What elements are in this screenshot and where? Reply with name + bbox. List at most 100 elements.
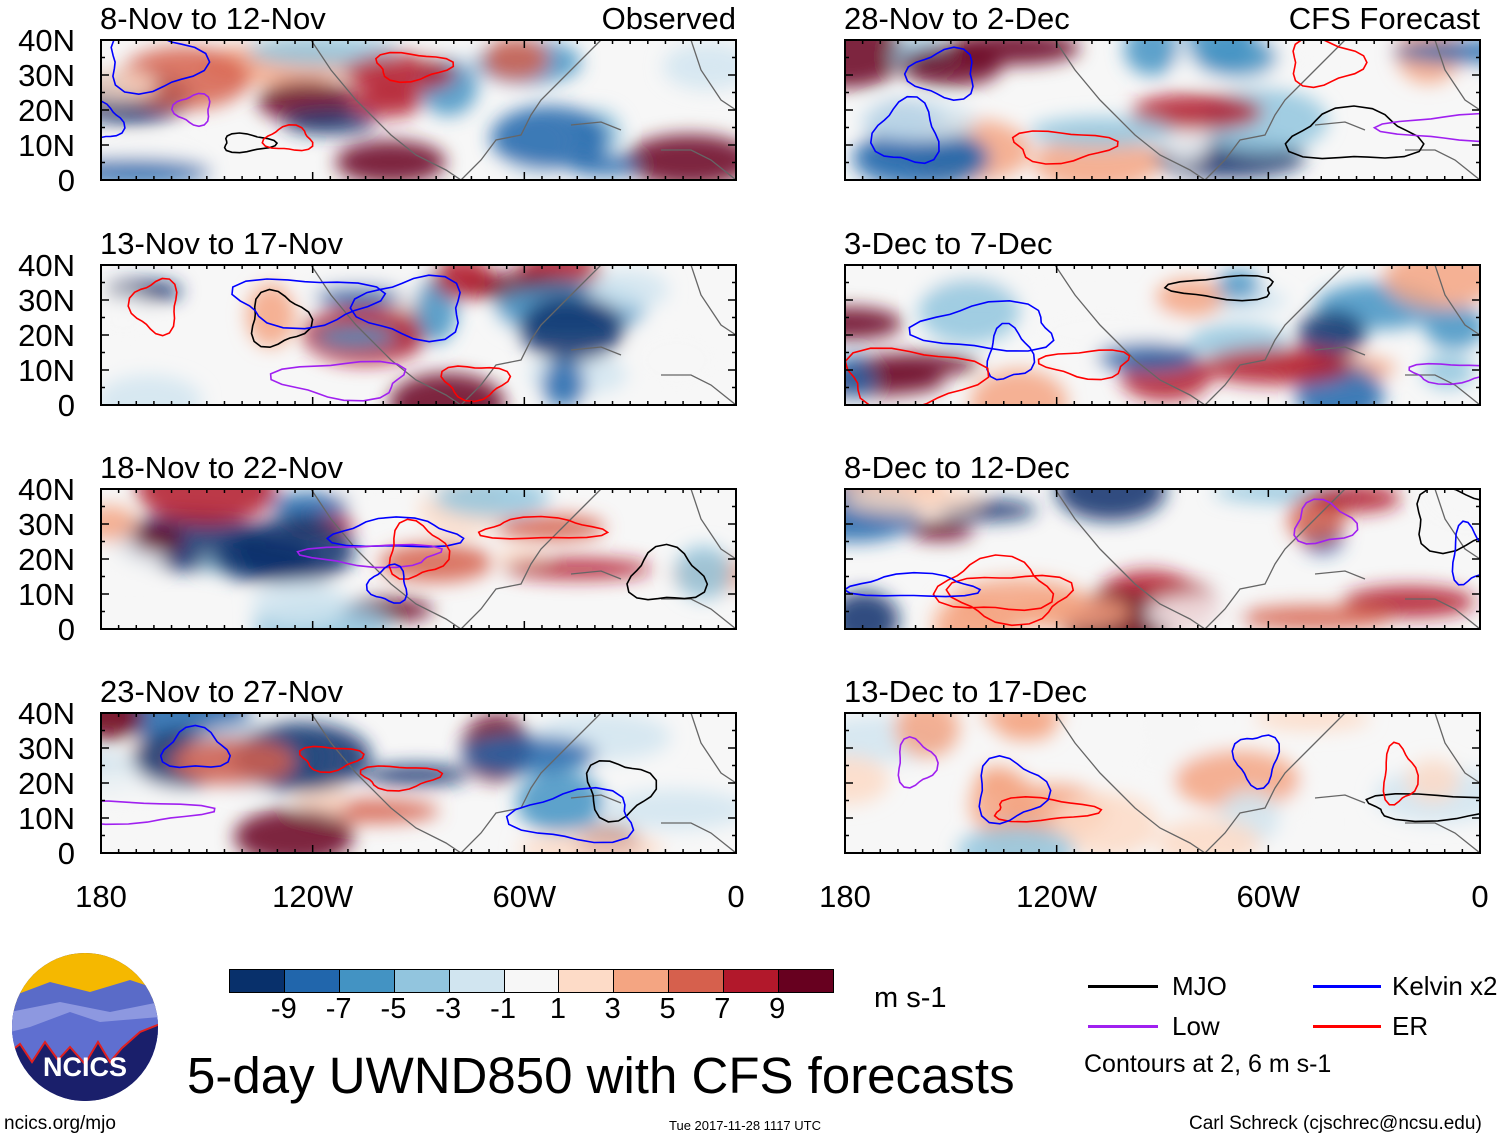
wind-anomaly-blob: [1186, 40, 1254, 75]
lat-label: 20N: [18, 542, 75, 577]
contour-line: [1416, 489, 1480, 555]
wind-anomaly-blob: [845, 307, 903, 340]
contour-line: [1011, 130, 1119, 165]
contour-line: [298, 745, 365, 774]
colorbar-swatch: [503, 970, 559, 992]
wind-anomaly-blob: [1028, 116, 1174, 148]
panel-title: 18-Nov to 22-Nov: [100, 450, 343, 485]
wind-anomaly-blob: [957, 825, 1076, 853]
contour-line: [269, 360, 407, 402]
wind-anomaly-blob: [389, 372, 506, 405]
colorbar-units: m s-1: [874, 982, 947, 1014]
wind-anomaly-blob: [1297, 310, 1367, 358]
map-panel: [100, 39, 737, 181]
footer-url[interactable]: ncics.org/mjo: [4, 1113, 116, 1134]
lat-label: 30N: [18, 507, 75, 542]
contour-line: [159, 724, 232, 769]
contour-note: Contours at 2, 6 m s-1: [1084, 1050, 1332, 1078]
map-panel: [100, 264, 737, 406]
contour-line: [1382, 741, 1420, 806]
contour-line: [897, 735, 939, 789]
contour-line: [585, 759, 658, 823]
ncics-logo: NCICS: [10, 952, 160, 1102]
wind-anomaly-blob: [171, 737, 296, 786]
colorbar-swatch: [230, 970, 284, 992]
wind-anomaly-blob: [604, 789, 736, 831]
wind-anomaly-blob: [1237, 605, 1392, 629]
wind-anomaly-blob: [1253, 713, 1371, 731]
contour-line: [986, 322, 1036, 381]
lat-label: 30N: [18, 283, 75, 318]
map-panel: [844, 488, 1481, 630]
wind-anomaly-blob: [101, 293, 155, 346]
coastline: [1054, 713, 1480, 853]
lon-label: 120W: [1016, 879, 1098, 914]
contour-line: [978, 754, 1052, 825]
contour-line: [1365, 792, 1480, 823]
wind-anomaly-blob: [624, 134, 736, 180]
colorbar-tick-label: -5: [380, 993, 407, 1025]
wind-anomaly-blob: [270, 492, 350, 518]
wind-anomaly-blob: [251, 580, 347, 627]
legend-er-line: [1313, 1025, 1381, 1028]
legend-mjo-line: [1088, 985, 1158, 988]
colorbar-swatch: [778, 970, 833, 992]
colorbar-swatch: [668, 970, 724, 992]
wind-anomaly-blob: [1096, 342, 1199, 372]
wind-anomaly-blob: [490, 105, 610, 170]
colorbar-tick-label: 5: [659, 993, 676, 1025]
colorbar-tick-label: -3: [435, 993, 462, 1025]
lon-label: 120W: [272, 879, 354, 914]
lat-label: 20N: [18, 766, 75, 801]
wind-anomaly-blob: [845, 489, 982, 514]
wind-anomaly-blob: [674, 545, 733, 600]
colorbar-tick-label: 7: [714, 993, 731, 1025]
wind-anomaly-blob: [434, 489, 550, 518]
wind-anomaly-blob: [363, 764, 470, 786]
lat-label: 40N: [18, 696, 75, 731]
figure-title: 5-day UWND850 with CFS forecasts: [187, 1047, 1015, 1104]
wind-anomaly-blob: [132, 524, 183, 552]
wind-anomaly-blob: [1055, 489, 1166, 521]
panel-title: 8-Nov to 12-Nov: [100, 1, 326, 36]
contour-line: [250, 288, 314, 349]
wind-anomaly-blob: [949, 577, 1087, 626]
wind-anomaly-blob: [1155, 818, 1262, 853]
wind-anomaly-blob: [587, 269, 669, 311]
lon-label: 0: [727, 879, 745, 914]
contour-line: [1231, 734, 1281, 790]
lon-label: 60W: [492, 879, 557, 914]
wind-anomaly-blob: [1392, 40, 1480, 64]
wind-anomaly-blob: [908, 520, 974, 541]
contour-line: [440, 365, 512, 403]
contour-line: [223, 132, 279, 154]
wind-anomaly-blob: [869, 144, 990, 165]
contour-line: [365, 563, 408, 604]
wind-anomaly-blob: [1131, 93, 1263, 131]
colorbar-swatch: [393, 970, 449, 992]
lat-label: 0: [57, 388, 75, 423]
wind-anomaly-blob: [1406, 759, 1460, 803]
lat-label: 10N: [18, 577, 75, 612]
contour-line: [993, 795, 1103, 823]
contour-line: [296, 543, 443, 569]
contour-line: [1163, 274, 1275, 302]
legend-kelvin-label: Kelvin x2: [1392, 971, 1498, 1001]
colorbar-swatch: [283, 970, 339, 992]
colorbar-swatch: [448, 970, 504, 992]
wind-anomaly-blob: [845, 591, 900, 629]
contour-line: [325, 516, 465, 548]
wind-anomaly-blob: [101, 374, 203, 405]
wind-anomaly-blob: [233, 809, 354, 853]
wind-anomaly-blob: [1124, 40, 1180, 76]
contour-line: [1372, 112, 1480, 143]
wind-anomaly-blob: [845, 40, 907, 88]
legend-er-label: ER: [1392, 1011, 1429, 1041]
coastline: [1054, 489, 1480, 629]
lat-label: 20N: [18, 93, 75, 128]
contour-line: [101, 800, 216, 826]
wind-anomaly-blob: [136, 489, 278, 525]
panel-tag: Observed: [601, 1, 736, 36]
panel-title: 8-Dec to 12-Dec: [844, 450, 1070, 485]
colorbar-swatch: [613, 970, 669, 992]
